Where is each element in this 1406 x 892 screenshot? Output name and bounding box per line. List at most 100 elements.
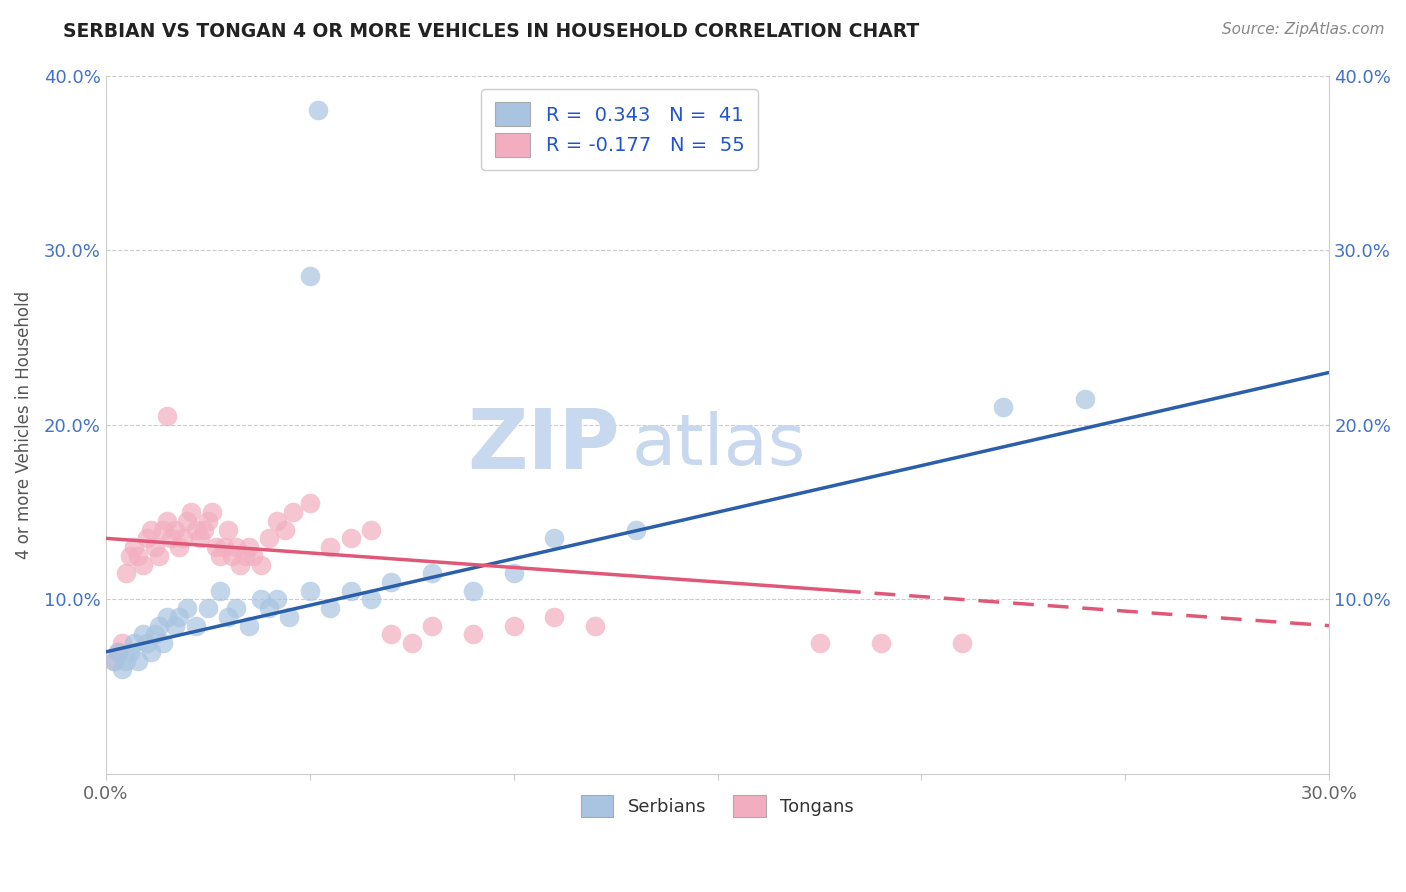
Point [165,618,187,632]
Point [307,103,329,118]
Point [188,532,211,546]
Point [250,592,273,607]
Point [135,636,157,650]
Point [461,583,484,598]
Point [152,636,174,650]
Text: ZIP: ZIP [467,405,620,486]
Point [156,409,179,423]
Point [103,654,125,668]
Point [201,505,224,519]
Point [420,618,443,632]
Point [184,523,207,537]
Point [167,540,190,554]
Point [208,549,231,563]
Point [131,627,153,641]
Point [193,523,215,537]
Point [115,566,138,581]
Point [221,549,243,563]
Point [583,618,606,632]
Point [360,592,382,607]
Point [298,496,321,510]
Point [360,523,382,537]
Point [139,523,162,537]
Y-axis label: 4 or more Vehicles in Household: 4 or more Vehicles in Household [15,291,32,559]
Point [197,514,219,528]
Point [148,618,170,632]
Point [250,558,273,572]
Point [319,601,342,615]
Point [242,549,264,563]
Point [111,662,134,676]
Point [502,566,524,581]
Point [160,532,183,546]
Point [124,636,146,650]
Point [319,540,342,554]
Point [808,636,831,650]
Point [233,549,256,563]
Point [543,532,565,546]
Point [212,540,235,554]
Point [184,618,207,632]
Point [111,636,134,650]
Point [339,583,361,598]
Point [131,558,153,572]
Point [143,627,166,641]
Point [298,583,321,598]
Point [120,645,142,659]
Point [103,654,125,668]
Text: Source: ZipAtlas.com: Source: ZipAtlas.com [1222,22,1385,37]
Point [380,574,402,589]
Point [152,523,174,537]
Point [266,514,288,528]
Point [176,514,198,528]
Point [156,514,179,528]
Point [115,654,138,668]
Point [950,636,973,650]
Point [135,532,157,546]
Point [283,505,305,519]
Point [991,401,1014,415]
Point [127,549,149,563]
Point [1073,392,1095,406]
Point [124,540,146,554]
Point [380,627,402,641]
Point [257,601,280,615]
Point [205,540,228,554]
Point [869,636,891,650]
Point [167,610,190,624]
Point [143,540,166,554]
Point [156,610,179,624]
Point [148,549,170,563]
Text: atlas: atlas [631,411,806,480]
Point [208,583,231,598]
Point [127,654,149,668]
Point [107,645,129,659]
Point [274,523,297,537]
Point [461,627,484,641]
Point [120,549,142,563]
Point [257,532,280,546]
Point [420,566,443,581]
Point [197,601,219,615]
Point [278,610,301,624]
Point [172,532,194,546]
Point [225,601,247,615]
Point [107,645,129,659]
Point [180,505,202,519]
Point [543,610,565,624]
Point [217,523,239,537]
Point [266,592,288,607]
Point [229,558,252,572]
Point [139,645,162,659]
Point [176,601,198,615]
Point [502,618,524,632]
Legend: Serbians, Tongans: Serbians, Tongans [574,788,862,824]
Point [339,532,361,546]
Point [401,636,423,650]
Point [225,540,247,554]
Text: SERBIAN VS TONGAN 4 OR MORE VEHICLES IN HOUSEHOLD CORRELATION CHART: SERBIAN VS TONGAN 4 OR MORE VEHICLES IN … [63,22,920,41]
Point [238,540,260,554]
Point [165,523,187,537]
Point [298,269,321,284]
Point [624,523,647,537]
